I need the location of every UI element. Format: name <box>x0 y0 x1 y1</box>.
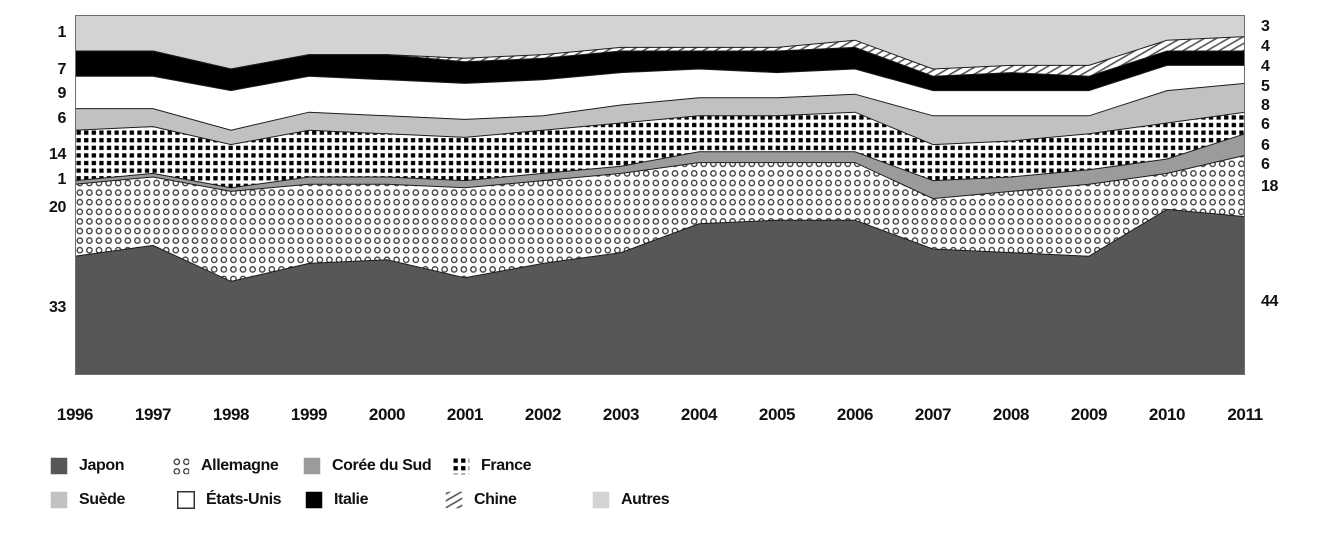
band-top-edge-chine <box>75 36 1246 70</box>
right-axis-label: 6 <box>1261 156 1270 173</box>
area-bands <box>75 15 1245 375</box>
year-label-2008: 2008 <box>992 405 1030 424</box>
legend-swatch-coree <box>303 457 321 475</box>
right-axis-label: 3 <box>1261 18 1270 35</box>
band-top-edge-coree <box>74 133 1246 189</box>
series-area-suede <box>75 83 1245 145</box>
plot-border <box>75 15 1245 375</box>
stacked-area-chart <box>74 15 1246 375</box>
legend-item-etats_unis: États-Unis <box>177 491 282 509</box>
year-label-1999: 1999 <box>290 405 328 424</box>
left-axis-label: 9 <box>57 85 67 102</box>
right-axis-label: 6 <box>1261 116 1270 133</box>
band-top-edge-france <box>74 111 1246 146</box>
legend-item-suede: Suède <box>50 491 125 509</box>
series-area-coree <box>75 133 1245 199</box>
year-label-2004: 2004 <box>680 405 718 424</box>
year-label-1998: 1998 <box>212 405 250 424</box>
series-area-france <box>75 112 1245 188</box>
band-outlines <box>74 36 1246 282</box>
legend-item-coree: Corée du Sud <box>303 457 432 475</box>
legend-swatch-chine <box>445 491 463 509</box>
right-axis-label: 44 <box>1261 293 1278 310</box>
year-label-2002: 2002 <box>524 405 562 424</box>
series-area-etats_unis <box>75 65 1245 131</box>
left-axis-label: 14 <box>49 146 66 163</box>
year-label-2000: 2000 <box>368 405 406 424</box>
right-axis-label: 8 <box>1261 97 1270 114</box>
band-top-edge-etats_unis <box>75 64 1245 92</box>
left-axis-label: 1 <box>57 171 67 188</box>
left-axis-label: 20 <box>49 199 66 216</box>
year-label-2009: 2009 <box>1070 405 1108 424</box>
legend-label-suede: Suède <box>79 491 126 508</box>
chart-plot-area <box>74 15 1246 375</box>
year-label-2010: 2010 <box>1148 405 1186 424</box>
left-axis-label: 6 <box>57 110 67 127</box>
legend-label-etats_unis: États-Unis <box>206 491 282 508</box>
legend-label-allemagne: Allemagne <box>201 457 279 474</box>
legend-item-allemagne: Allemagne <box>172 457 279 475</box>
legend-swatch-japon <box>50 457 68 475</box>
year-label-2003: 2003 <box>602 405 640 424</box>
band-top-edge-allemagne <box>74 154 1246 200</box>
year-label-1996: 1996 <box>56 405 94 424</box>
year-label-2006: 2006 <box>836 405 874 424</box>
right-axis-label: 4 <box>1261 38 1270 55</box>
right-axis-label: 6 <box>1261 137 1270 154</box>
series-area-autres <box>75 15 1245 69</box>
left-axis-label: 1 <box>57 24 67 41</box>
legend-swatch-france <box>452 457 470 475</box>
legend-item-japon: Japon <box>50 457 125 475</box>
left-axis-label: 33 <box>49 299 66 316</box>
year-label-1997: 1997 <box>134 405 172 424</box>
legend-item-france: France <box>452 457 531 475</box>
legend-swatch-allemagne <box>172 457 190 475</box>
year-label-2011: 2011 <box>1227 405 1263 424</box>
legend-item-autres: Autres <box>592 491 670 509</box>
year-label-2001: 2001 <box>446 405 484 424</box>
band-top-edge-japon <box>74 208 1246 282</box>
series-area-italie <box>75 47 1245 91</box>
legend-swatch-italie <box>305 491 323 509</box>
legend-swatch-suede <box>50 491 68 509</box>
legend-label-chine: Chine <box>474 491 517 508</box>
legend-swatch-autres <box>592 491 610 509</box>
left-axis-label: 7 <box>57 61 67 78</box>
legend-item-italie: Italie <box>305 491 368 509</box>
band-top-edge-suede <box>75 82 1246 131</box>
legend-label-autres: Autres <box>621 491 670 508</box>
legend-item-chine: Chine <box>445 491 517 509</box>
legend-label-coree: Corée du Sud <box>332 457 432 474</box>
year-label-2007: 2007 <box>914 405 952 424</box>
legend-swatch-etats_unis <box>177 491 195 509</box>
series-area-japon <box>75 209 1245 375</box>
legend-label-france: France <box>481 457 532 474</box>
right-axis-label: 18 <box>1261 178 1278 195</box>
year-label-2005: 2005 <box>758 405 796 424</box>
legend-label-italie: Italie <box>334 491 369 508</box>
right-axis-label: 5 <box>1261 78 1270 95</box>
right-axis-label: 4 <box>1261 58 1270 75</box>
legend-label-japon: Japon <box>79 457 125 474</box>
